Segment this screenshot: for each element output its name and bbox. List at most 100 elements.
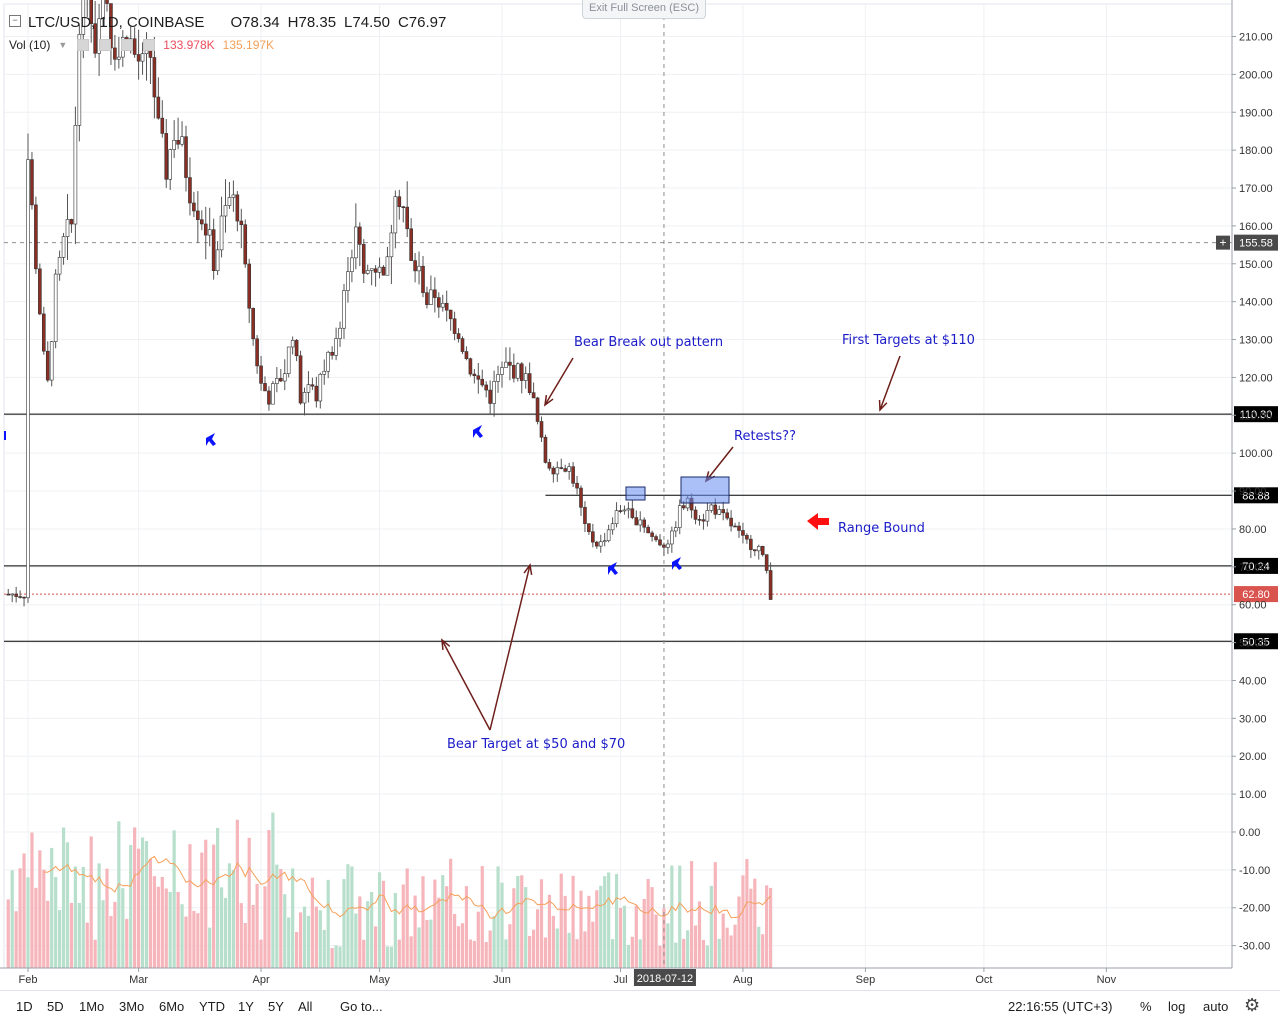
range-1mo-button[interactable]: 1Mo: [79, 999, 105, 1014]
candle-body: [38, 268, 42, 315]
retest-box-small[interactable]: [625, 486, 646, 501]
y-tick-label: 70.00: [1239, 562, 1267, 574]
candle-body: [745, 535, 749, 540]
volume-bar: [212, 844, 216, 968]
auto-toggle[interactable]: auto: [1203, 999, 1229, 1014]
y-tick-label: 100.00: [1239, 448, 1273, 460]
close-icon[interactable]: [121, 39, 134, 51]
candle-body: [271, 383, 275, 405]
volume-bar: [381, 880, 386, 968]
annotation-bear-breakout[interactable]: Bear Break out pattern: [574, 335, 723, 350]
volume-bar: [129, 845, 133, 968]
volume-bar: [140, 837, 145, 968]
candle-body: [188, 177, 192, 204]
candle-body: [519, 363, 524, 381]
volume-bar: [342, 879, 346, 968]
horizontal-levels[interactable]: 110.30 88.88 70.24 50.35 62.80 155.58 +: [4, 0, 1278, 968]
volume-bar: [295, 932, 299, 968]
arrow-target-50: [441, 639, 491, 731]
red-arrow-icon: [807, 513, 829, 530]
volume-bar: [543, 937, 548, 968]
volume-bar: [697, 901, 702, 968]
candle-body: [259, 365, 263, 384]
candle-body: [654, 536, 658, 541]
retest-box-large[interactable]: [680, 476, 730, 504]
candle-body: [504, 361, 508, 368]
volume-bar: [192, 910, 196, 968]
candle-body: [492, 381, 496, 404]
goto-button[interactable]: Go to...: [340, 999, 383, 1014]
volume-bar: [287, 917, 291, 968]
price-chart[interactable]: 110.30 88.88 70.24 50.35 62.80 155.58 + Bear B…: [0, 0, 1280, 990]
log-toggle[interactable]: log: [1168, 999, 1186, 1014]
candle-body: [26, 159, 30, 599]
volume-bar: [409, 936, 413, 968]
candle-body: [472, 373, 477, 377]
candle-body: [180, 136, 184, 145]
add-level-button[interactable]: [1216, 235, 1230, 250]
percent-toggle[interactable]: %: [1140, 999, 1152, 1014]
volume-bar: [377, 872, 382, 968]
annotation-retests[interactable]: Retests??: [734, 429, 796, 444]
y-tick-label: 0.00: [1239, 827, 1260, 839]
volume-bar: [591, 921, 595, 968]
blue-arrow-icon: [4, 431, 6, 440]
candle-body: [310, 384, 315, 387]
candle-body: [460, 338, 465, 352]
volume-bar: [251, 904, 255, 968]
exit-fullscreen-button[interactable]: Exit Full Screen (ESC): [582, 0, 706, 19]
y-tick-label: 30.00: [1239, 713, 1267, 725]
plot-area[interactable]: [3, 3, 1233, 969]
clock-readout[interactable]: 22:16:55 (UTC+3): [1008, 999, 1113, 1014]
volume-bar: [164, 888, 168, 968]
volume-legend[interactable]: Vol (10) ▼ 133.978K 135.197K: [9, 38, 274, 52]
level-tag: [1234, 487, 1278, 504]
range-3mo-button[interactable]: 3Mo: [119, 999, 145, 1014]
annotation-range-bound[interactable]: Range Bound: [838, 521, 925, 536]
price-axis[interactable]: 210.00 200.00 190.00 180.00 170.00 160.00 150.…: [1231, 0, 1273, 968]
volume-bar: [338, 946, 342, 968]
annotations[interactable]: Bear Break out pattern First Targets at $…: [4, 333, 975, 752]
candle-body: [282, 373, 287, 382]
more-icon[interactable]: [143, 39, 156, 51]
range-ytd-button[interactable]: YTD: [199, 999, 225, 1014]
volume-bar: [105, 868, 109, 968]
volume-bar: [247, 837, 251, 968]
candle-body: [357, 226, 362, 245]
range-1d-button[interactable]: 1D: [16, 999, 33, 1014]
candle-body: [555, 467, 560, 475]
volume-bar: [73, 866, 77, 968]
volume-bar: [607, 872, 611, 968]
annotation-first-targets[interactable]: First Targets at $110: [842, 333, 975, 348]
chevron-down-icon[interactable]: ▼: [58, 40, 68, 50]
settings-icon[interactable]: [99, 39, 112, 51]
range-all-button[interactable]: All: [298, 999, 313, 1014]
eye-icon[interactable]: [77, 39, 90, 51]
candle-body: [417, 265, 421, 272]
range-6mo-button[interactable]: 6Mo: [159, 999, 185, 1014]
time-axis[interactable]: Feb Mar Apr May Jun Jul Aug Sep Oct Nov 2018-07-12: [0, 967, 1232, 986]
candle-body: [456, 333, 461, 339]
volume-bar: [693, 925, 698, 968]
candle-body: [500, 367, 504, 375]
candle-body: [334, 338, 338, 356]
volume-bar: [77, 902, 81, 968]
range-5y-button[interactable]: 5Y: [268, 999, 284, 1014]
plus-icon[interactable]: +: [1219, 236, 1226, 250]
gear-icon[interactable]: ⚙: [1244, 995, 1261, 1015]
annotation-bear-target[interactable]: Bear Target at $50 and $70: [447, 737, 625, 752]
candle-body: [176, 140, 180, 145]
ohlc-close: C76.97: [397, 14, 447, 31]
candle-body: [22, 596, 26, 599]
volume-bar: [208, 927, 212, 968]
candle-body: [535, 397, 540, 422]
volume-bar: [30, 832, 34, 968]
volume-bar: [456, 926, 461, 968]
collapse-legend-icon[interactable]: −: [9, 15, 21, 27]
range-5d-button[interactable]: 5D: [47, 999, 64, 1014]
range-1y-button[interactable]: 1Y: [238, 999, 254, 1014]
volume-bar: [334, 945, 338, 968]
candle-body: [227, 197, 232, 206]
candle-body: [140, 53, 145, 62]
arrow-first-targets-head: [878, 399, 888, 412]
